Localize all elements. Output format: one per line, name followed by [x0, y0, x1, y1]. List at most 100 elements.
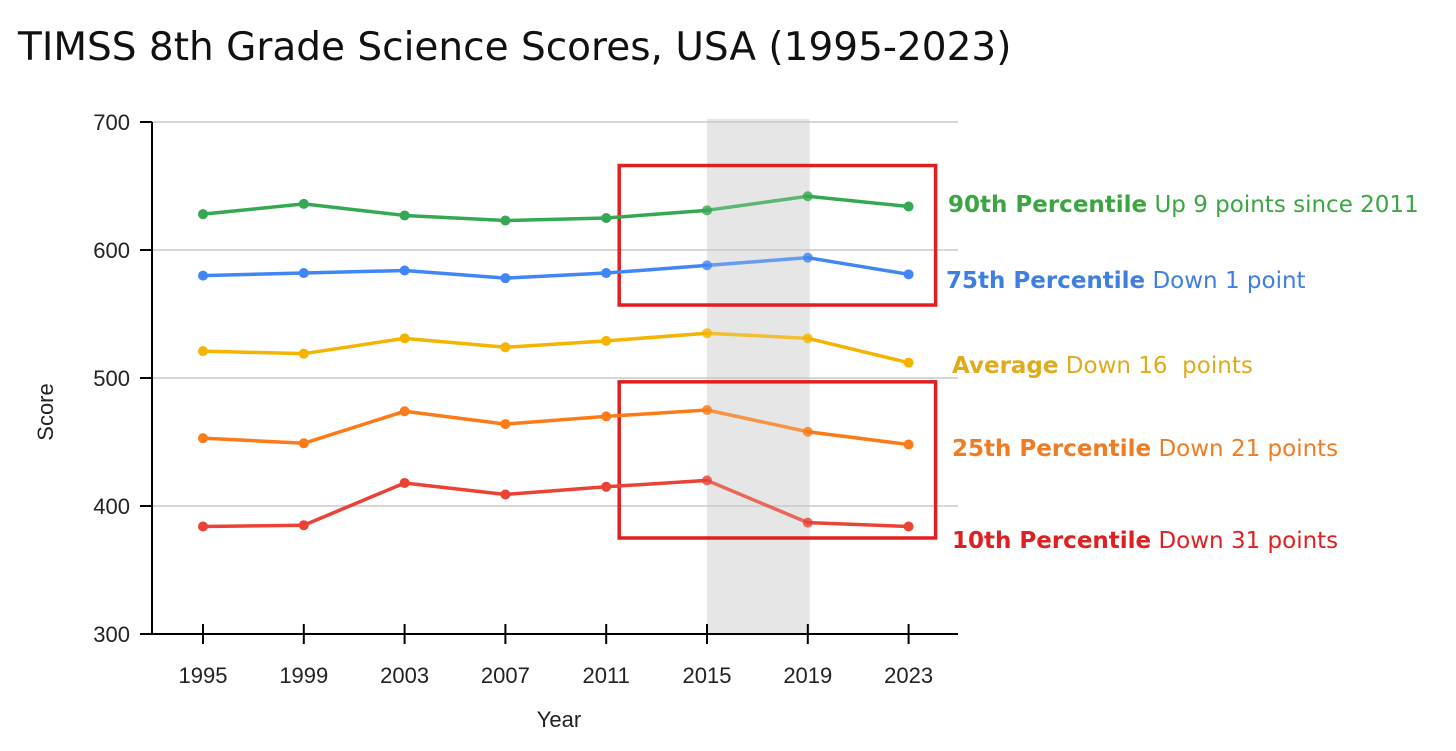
series-line-segment	[705, 478, 810, 525]
series-line-segment	[201, 271, 306, 278]
data-point	[500, 215, 511, 226]
data-point	[903, 439, 914, 450]
annotation-label: 75th Percentile	[946, 268, 1145, 294]
data-point	[903, 269, 914, 280]
annotation-label: 25th Percentile	[952, 436, 1151, 462]
series-line-segment	[503, 339, 608, 350]
highlight-band	[707, 119, 810, 634]
series-line-segment	[302, 268, 407, 275]
series-line-segment	[806, 520, 911, 529]
series-line-segment	[705, 194, 810, 213]
data-point	[601, 213, 612, 223]
series-line-segment	[806, 430, 911, 447]
data-point	[601, 481, 612, 492]
series-line-segment	[705, 255, 810, 268]
data-point	[399, 210, 410, 221]
annotation-25th-percentile: 25th Percentile Down 21 points	[952, 436, 1338, 462]
series-line-segment	[604, 208, 709, 220]
series-line-segment	[604, 408, 709, 419]
series-line-segment	[201, 436, 306, 446]
series-line-segment	[604, 331, 709, 343]
highlight-box	[617, 163, 938, 307]
x-tick-label: 2015	[683, 663, 732, 688]
series-75th-percentile	[198, 252, 914, 284]
series-line-segment	[604, 263, 709, 275]
series-line-segment	[402, 409, 508, 426]
series-line-segment	[402, 213, 508, 223]
annotation-detail: Down 31 points	[1151, 528, 1338, 554]
y-tick-label: 700	[93, 110, 130, 135]
x-tick-label: 2019	[783, 663, 832, 688]
data-point	[702, 475, 712, 486]
series-line-segment	[503, 414, 608, 426]
data-point	[198, 270, 208, 281]
series-line-segment	[302, 202, 407, 218]
series-line-segment	[604, 478, 709, 489]
series-average	[198, 328, 914, 368]
series-line-segment	[806, 255, 911, 277]
data-point	[601, 411, 612, 422]
series-line-segment	[806, 336, 911, 365]
annotation-75th-percentile: 75th Percentile Down 1 point	[946, 268, 1306, 294]
data-point	[702, 328, 712, 339]
y-tick-label: 400	[93, 494, 130, 519]
annotation-detail: Down 16 points	[1059, 353, 1253, 379]
annotation-detail: Up 9 points since 2011	[1147, 192, 1419, 218]
data-point	[601, 335, 612, 346]
data-point	[198, 521, 208, 532]
annotation-label: 90th Percentile	[948, 192, 1147, 218]
data-point	[802, 517, 813, 528]
x-tick-label: 1995	[179, 663, 228, 688]
series-line-segment	[806, 194, 911, 209]
series-line-segment	[402, 268, 508, 280]
data-point	[298, 348, 309, 359]
series-line-segment	[302, 409, 407, 446]
data-point	[500, 419, 511, 430]
data-point	[399, 333, 410, 344]
data-point	[298, 438, 309, 449]
series-line-segment	[201, 349, 306, 356]
data-point	[702, 205, 712, 216]
series-line-segment	[503, 485, 608, 497]
data-point	[399, 477, 410, 488]
data-point	[198, 209, 208, 220]
annotation-90th-percentile: 90th Percentile Up 9 points since 2011	[948, 192, 1419, 218]
series-line-segment	[402, 481, 508, 497]
highlight-box	[617, 380, 938, 540]
chart-title: TIMSS 8th Grade Science Scores, USA (199…	[17, 25, 1011, 70]
data-point	[601, 268, 612, 279]
data-point	[802, 333, 813, 344]
x-tick-label: 2007	[481, 663, 530, 688]
annotation-detail: Down 1 point	[1145, 268, 1305, 294]
data-point	[802, 252, 813, 263]
data-point	[903, 521, 914, 532]
x-tick-label: 2003	[380, 663, 429, 688]
data-point	[702, 260, 712, 271]
annotation-label: Average	[952, 353, 1059, 379]
data-point	[702, 405, 712, 415]
x-tick-label: 2023	[884, 663, 933, 688]
series-90th-percentile	[198, 191, 914, 226]
y-tick-label: 600	[93, 238, 130, 263]
data-point	[500, 273, 511, 284]
data-point	[802, 426, 813, 437]
data-point	[298, 520, 309, 531]
data-point	[903, 201, 914, 212]
series-10th-percentile	[198, 475, 914, 532]
y-axis-title: Score	[33, 383, 58, 440]
x-tick-label: 1999	[279, 663, 328, 688]
data-point	[298, 268, 309, 279]
annotation-average: Average Down 16 points	[952, 353, 1253, 379]
series-line-segment	[302, 481, 407, 527]
annotation-10th-percentile: 10th Percentile Down 31 points	[952, 528, 1338, 554]
series-line-segment	[705, 408, 810, 434]
y-tick-label: 500	[93, 366, 130, 391]
series-line-segment	[705, 331, 810, 341]
series-line-segment	[302, 336, 407, 356]
data-point	[399, 406, 410, 417]
data-point	[903, 357, 914, 368]
x-tick-label: 2011	[583, 663, 630, 688]
series-line-segment	[201, 202, 306, 216]
